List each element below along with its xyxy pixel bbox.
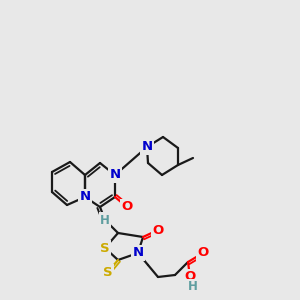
Text: S: S [103, 266, 113, 278]
Text: O: O [197, 247, 208, 260]
Text: N: N [141, 140, 153, 154]
Text: N: N [110, 169, 121, 182]
Text: H: H [100, 214, 110, 226]
Text: O: O [122, 200, 133, 214]
Text: O: O [184, 271, 196, 284]
Text: H: H [188, 280, 198, 293]
Text: N: N [80, 190, 91, 203]
Text: N: N [132, 247, 144, 260]
Text: S: S [100, 242, 110, 254]
Text: O: O [152, 224, 164, 236]
